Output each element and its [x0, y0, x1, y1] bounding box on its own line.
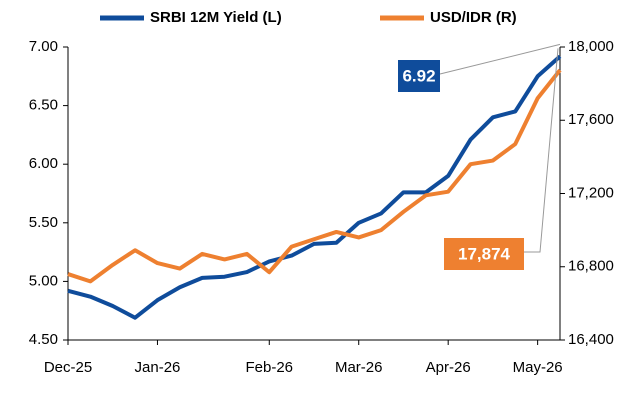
legend-label: SRBI 12M Yield (L): [150, 9, 282, 26]
y-tick-label: 7.00: [29, 38, 58, 55]
x-tick-label: May-26: [513, 359, 563, 376]
y-tick-label: 6.50: [29, 97, 58, 114]
y2-tick-label: 18,000: [568, 38, 614, 55]
value-label-box: [398, 60, 440, 92]
y2-tick-label: 17,600: [568, 111, 614, 128]
y-tick-label: 5.00: [29, 272, 58, 289]
leader-line: [439, 43, 561, 75]
series-line: [67, 68, 562, 284]
y-tick-label: 4.50: [29, 331, 58, 348]
y-tick-label: 5.50: [29, 214, 58, 231]
x-tick-label: Mar-26: [335, 359, 383, 376]
value-label: 6.92: [402, 66, 435, 85]
y-tick-label: 6.00: [29, 155, 58, 172]
legend-label: USD/IDR (R): [430, 9, 517, 26]
x-tick-label: Apr-26: [426, 359, 471, 376]
x-tick-label: Jan-26: [135, 359, 181, 376]
y2-tick-label: 16,400: [568, 331, 614, 348]
y2-tick-label: 17,200: [568, 184, 614, 201]
value-label: 17,874: [458, 244, 511, 263]
series-line: [67, 54, 562, 320]
leader-line: [524, 48, 559, 253]
y2-tick-label: 16,800: [568, 258, 614, 275]
value-label-box: [444, 238, 524, 270]
x-tick-label: Dec-25: [44, 359, 92, 376]
x-tick-label: Feb-26: [246, 359, 294, 376]
